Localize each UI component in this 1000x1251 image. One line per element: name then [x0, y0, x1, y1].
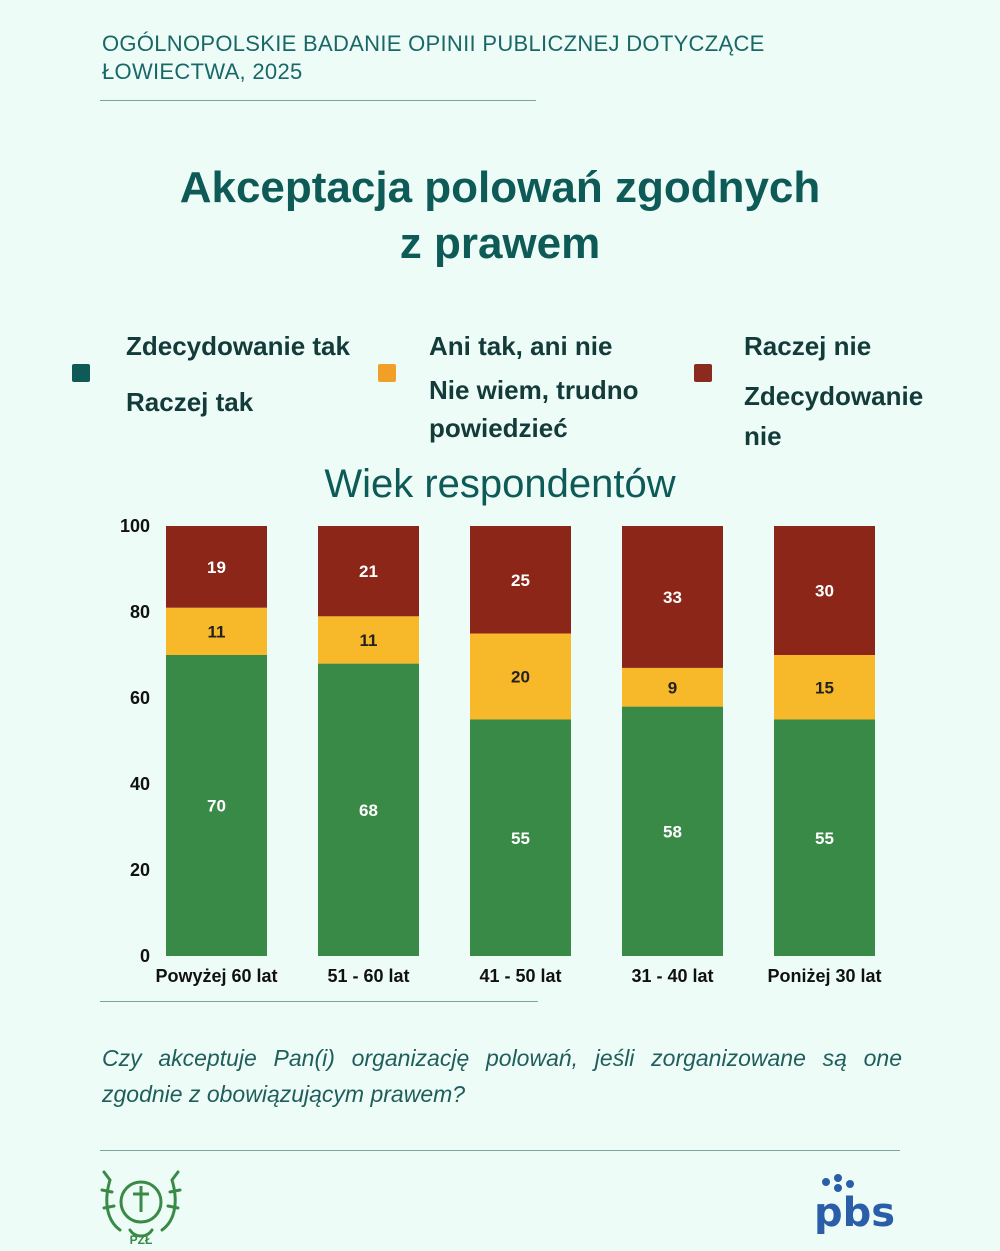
footer-divider: [100, 1150, 900, 1151]
data-label: 11: [208, 622, 226, 641]
legend-label-strongly-no: Zdecydowanie: [744, 381, 924, 411]
legend-label-dont-know: Nie wiem, trudno: [429, 375, 639, 405]
bar-segment: [774, 719, 875, 956]
bar-segment: [318, 526, 419, 617]
bar-segment: [622, 706, 723, 956]
legend-swatch-neutral: [378, 364, 396, 382]
data-label: 70: [207, 797, 226, 816]
data-label: 19: [207, 558, 226, 577]
data-label: 15: [815, 678, 834, 697]
chart-divider: [100, 1001, 538, 1002]
legend-swatch-yes: [72, 364, 90, 382]
x-tick-label: Poniżej 30 lat: [767, 966, 881, 986]
legend-group-no: Raczej nie Zdecydowanie nie: [694, 328, 994, 458]
data-label: 11: [360, 631, 378, 650]
bar-segment: [622, 667, 723, 707]
x-tick-label: 31 - 40 lat: [631, 966, 713, 986]
legend-group-yes: Zdecydowanie tak Raczej tak: [72, 328, 372, 438]
bar-segment: [470, 526, 571, 634]
data-label: 20: [511, 668, 530, 687]
x-tick-label: Powyżej 60 lat: [155, 966, 277, 986]
survey-question: Czy akceptuje Pan(i) organizację polowań…: [102, 1045, 902, 1107]
data-label: 9: [668, 678, 677, 697]
bar-segment: [774, 655, 875, 720]
data-label: 68: [359, 801, 378, 820]
header-divider: [100, 100, 536, 101]
y-tick-label: 40: [130, 774, 150, 794]
bar-segment: [166, 655, 267, 956]
y-tick-label: 80: [130, 602, 150, 622]
stacked-bar-chart: 0 20 40 60 80 100 70 11 19 Powyżej 60 lat 68 11 21 51…: [120, 516, 882, 986]
data-label: 33: [663, 588, 682, 607]
legend-label-rather-yes: Raczej tak: [126, 387, 254, 417]
pzl-logo: PZŁ: [100, 1160, 182, 1251]
x-tick-label: 51 - 60 lat: [327, 966, 409, 986]
chart-title: Wiek respondentów: [324, 462, 676, 506]
legend-label-dont-know-2: powiedzieć: [429, 413, 568, 443]
legend-label-strongly-yes: Zdecydowanie tak: [126, 331, 350, 361]
bar-segment: [774, 526, 875, 655]
survey-header: OGÓLNOPOLSKIE BADANIE OPINII PUBLICZNEJ …: [102, 31, 765, 84]
x-tick-label: 41 - 50 lat: [479, 966, 561, 986]
title-line-1: Akceptacja polowań zgodnych: [179, 163, 821, 212]
bar-segment: [166, 607, 267, 655]
data-label: 25: [511, 571, 530, 590]
y-tick-label: 0: [140, 946, 150, 966]
bar-segment: [470, 719, 571, 956]
bar-segment: [470, 633, 571, 720]
legend-label-strongly-no-2: nie: [744, 421, 782, 451]
legend-swatch-no: [694, 364, 712, 382]
legend-label-neither: Ani tak, ani nie: [429, 331, 613, 361]
y-tick-label: 100: [120, 516, 150, 536]
data-label: 58: [663, 822, 682, 841]
pbs-logo-text: pbs: [814, 1190, 895, 1234]
data-label: 55: [511, 829, 530, 848]
pzl-logo-text: PZŁ: [130, 1233, 153, 1246]
title-line-2: z prawem: [399, 219, 601, 268]
data-label: 30: [815, 582, 834, 601]
bar-segment: [318, 616, 419, 664]
bar-segment: [318, 663, 419, 956]
bar-segment: [622, 526, 723, 668]
y-tick-label: 20: [130, 860, 150, 880]
legend-label-rather-no: Raczej nie: [744, 331, 872, 361]
y-tick-label: 60: [130, 688, 150, 708]
data-label: 21: [359, 562, 378, 581]
data-label: 55: [815, 829, 834, 848]
pbs-logo: pbs: [812, 1170, 902, 1239]
bar-segment: [166, 526, 267, 608]
page-title: Akceptacja polowań zgodnych z prawem: [0, 160, 1000, 272]
legend-group-neutral: Ani tak, ani nie Nie wiem, trudno powied…: [378, 328, 678, 448]
